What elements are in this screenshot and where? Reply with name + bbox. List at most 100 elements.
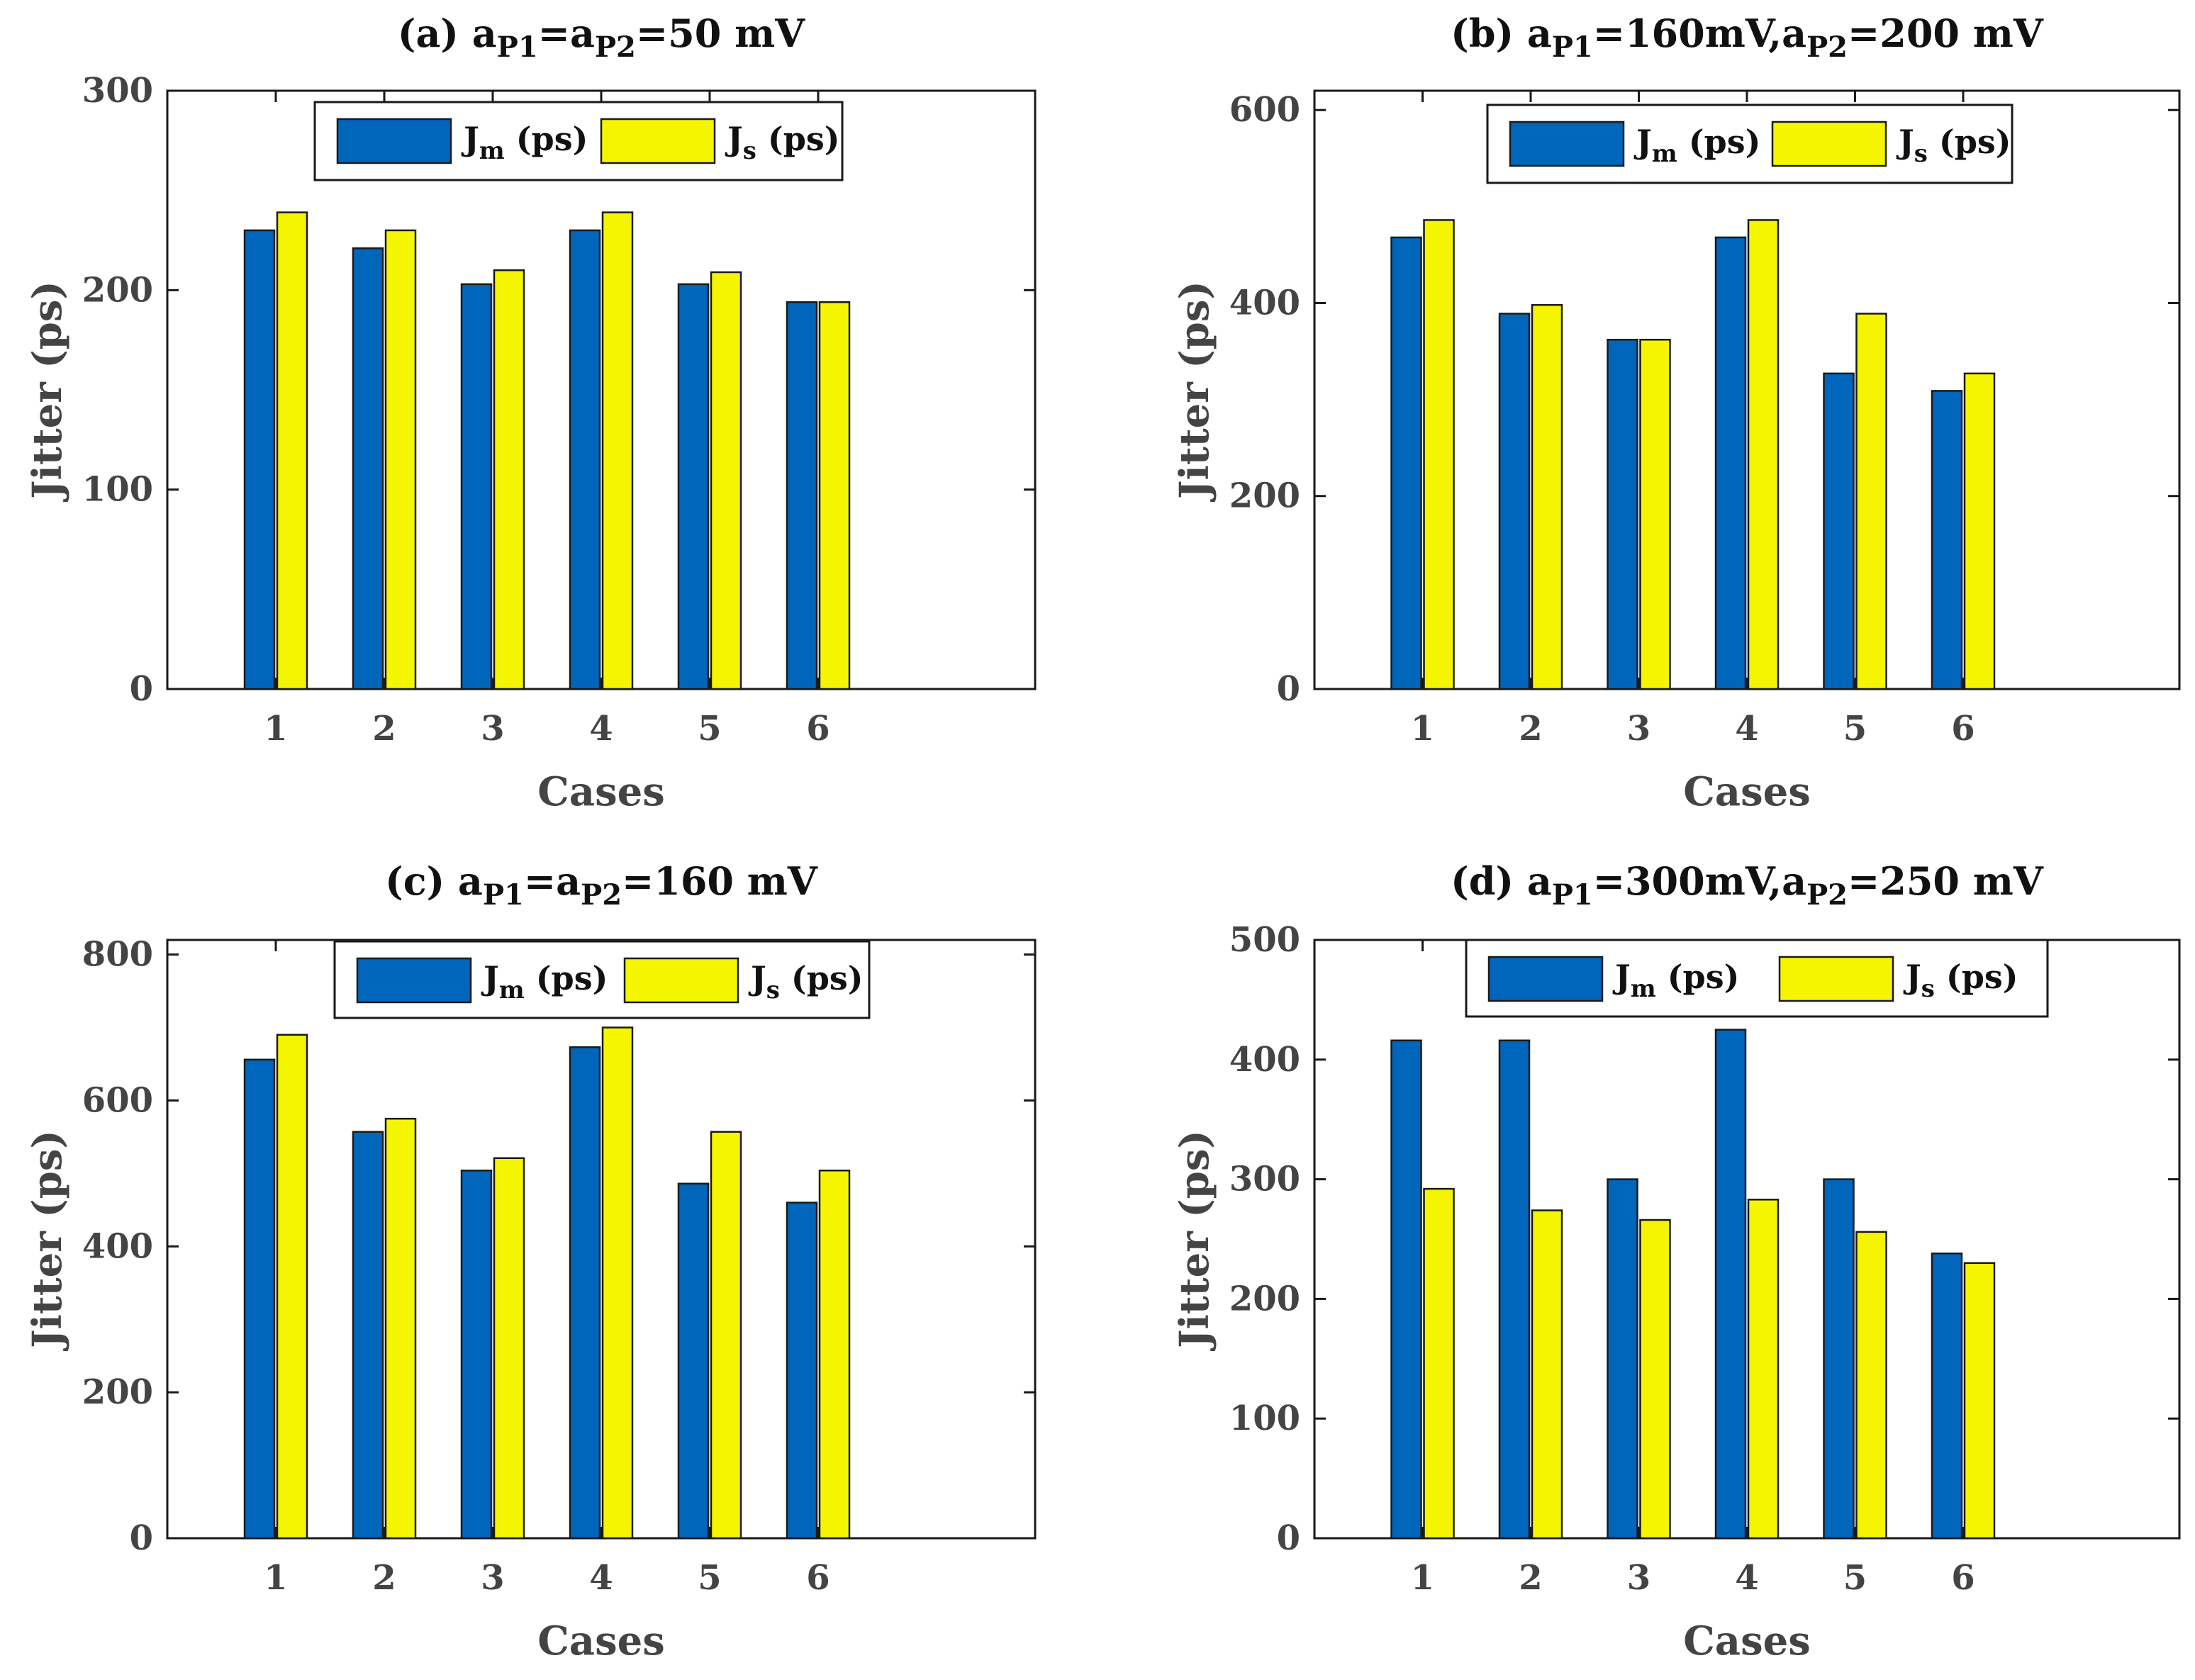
bar-js-case-5 [1855,313,1887,690]
bar-jm-case-6 [1931,1253,1963,1540]
bar-jm-case-3 [1607,1178,1638,1540]
bar-js-case-1 [1423,219,1455,690]
legend-label-unit: (ps) [756,120,840,158]
x-axis-label: Cases [537,1618,665,1664]
x-tick-label: 5 [1843,1558,1867,1598]
bar-js-case-3 [1639,1219,1671,1540]
legend: Jm (ps) Js (ps) [1486,103,2014,184]
bar-jm-case-4 [1714,1029,1747,1540]
bar-jm-case-2 [1498,313,1531,690]
legend-label-main: J [1612,958,1631,996]
y-tick-label: 200 [82,1372,153,1412]
x-tick-label: 6 [1951,709,1975,749]
bar-js-case-5 [1855,1231,1887,1540]
y-axis-label: Jitter (ps) [24,1130,71,1352]
y-tick-label: 200 [82,270,153,310]
x-tick-label: 1 [1411,1558,1434,1598]
bar-jm-case-6 [786,1202,818,1540]
chart-panel-1: (a) aP1=aP2=50 mV 0 100 200 300 1 2 3 4 5 6 Cases Ji… [24,11,1037,815]
legend: Jm (ps) Js (ps) [333,940,871,1019]
x-tick-label: 4 [589,709,613,749]
bar-js-case-4 [1747,219,1780,690]
legend-label-subscript: s [1921,975,1935,1003]
title-text: (a) a [398,11,497,56]
x-tick-label: 5 [1843,709,1867,749]
title-text: =50 mV [636,11,805,56]
legend-swatch-js [600,118,716,164]
legend-swatch-jm [1509,121,1625,167]
bar-js-case-5 [710,1131,742,1540]
y-tick-label: 300 [1229,1160,1300,1199]
legend-label-jm: Jm (ps) [1633,123,1760,168]
y-tick-label: 800 [82,935,153,975]
y-tick-label: 400 [1229,1040,1300,1080]
bar-js-case-1 [276,211,308,690]
bar-jm-case-5 [1823,372,1855,690]
legend-label-main: J [461,120,479,158]
y-tick-label: 100 [82,470,153,510]
legend-swatch-jm [336,118,452,164]
y-tick-label: 0 [130,669,153,709]
bar-js-case-3 [1639,338,1671,690]
y-axis-label: Jitter (ps) [1171,281,1218,503]
x-tick-label: 2 [1519,1558,1542,1598]
chart-panel-4: (d) aP1=300mV,aP2=250 mV 0 100 200 300 400 500… [1171,858,2181,1664]
bar-js-case-2 [384,229,417,690]
bar-jm-case-1 [1390,236,1422,690]
legend-label-subscript: m [479,137,505,165]
legend-swatch-js [623,957,739,1004]
x-tick-label: 5 [698,709,721,749]
bar-jm-case-5 [677,283,710,690]
y-axis-label: Jitter (ps) [24,281,71,503]
legend-label-js: Js (ps) [725,120,840,165]
legend-label-jm: Jm (ps) [461,120,588,165]
x-tick-label: 6 [806,1558,830,1598]
bar-jm-case-1 [1390,1039,1422,1540]
legend-label-main: J [1903,958,1921,996]
bar-jm-case-3 [460,1169,493,1540]
title-text: (b) a [1451,11,1552,56]
x-tick-label: 2 [372,1558,396,1598]
legend-label-js: Js (ps) [748,959,864,1004]
title-text: =160 mV [622,858,818,904]
bar-jm-case-1 [243,1058,276,1540]
legend-label-main: J [481,959,499,997]
x-tick-label: 3 [1627,1558,1651,1598]
title-subscript: P2 [1806,30,1848,64]
bar-js-case-6 [818,301,851,690]
title-subscript: P1 [483,878,524,912]
bar-js-case-2 [384,1117,417,1540]
title-text: (c) a [385,858,483,904]
title-text: =300mV,a [1593,858,1806,904]
bar-jm-case-2 [352,1131,384,1540]
bar-jm-case-5 [1823,1178,1855,1540]
x-tick-label: 3 [1627,709,1651,749]
legend-label-unit: (ps) [1677,123,1761,161]
x-tick-label: 6 [806,709,830,749]
x-axis-label: Cases [537,768,665,815]
title-subscript: P1 [497,30,538,64]
y-tick-label: 0 [1277,669,1300,709]
y-tick-label: 300 [82,71,153,111]
legend-label-unit: (ps) [1656,958,1740,996]
title-subscript: P2 [581,878,622,912]
title-text: (d) a [1451,858,1552,904]
legend-label-unit: (ps) [1928,123,2011,161]
legend-swatch-js [1778,956,1894,1002]
legend-label-jm: Jm (ps) [481,959,608,1004]
bar-js-case-5 [710,271,742,690]
chart-title: (d) aP1=300mV,aP2=250 mV [1451,858,2044,912]
legend-label-unit: (ps) [505,120,588,158]
title-subscript: P1 [1552,30,1593,64]
x-tick-label: 1 [264,709,287,749]
legend-label-main: J [1896,123,1914,161]
y-tick-label: 400 [82,1226,153,1266]
y-tick-label: 0 [1277,1518,1300,1558]
bar-js-case-1 [1423,1187,1455,1540]
legend-swatch-js [1771,121,1887,167]
x-tick-label: 4 [1735,709,1758,749]
x-axis-label: Cases [1683,1618,1811,1664]
legend-label-unit: (ps) [780,959,864,997]
x-tick-label: 4 [589,1558,613,1598]
chart-title: (a) aP1=aP2=50 mV [398,11,805,64]
